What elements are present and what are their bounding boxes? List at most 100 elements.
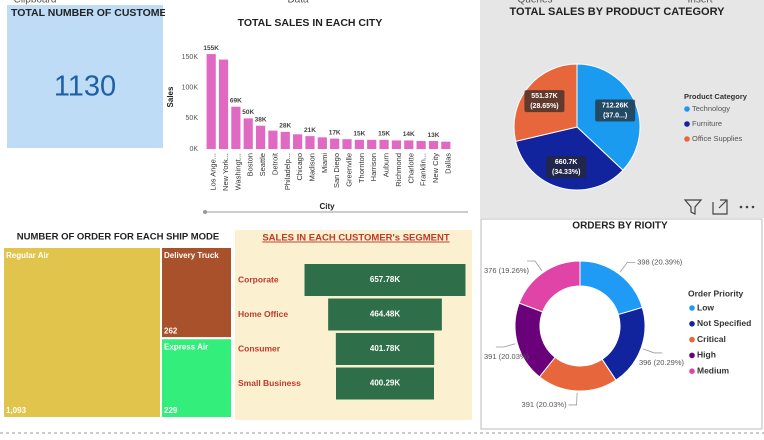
y-tick-label: 50K [186,115,199,122]
chart-title: ORDERS BY RIOITY [572,221,668,232]
data-label: 398 (20.39%) [637,258,683,267]
legend-title: Order Priority [688,288,744,298]
funnel-bar [335,333,435,365]
data-label: 391 (20.03%) [484,352,530,361]
bar [391,140,402,149]
more-options[interactable] [739,205,755,209]
legend-title: Product Category [684,92,748,101]
x-tick-label: Thornton [357,153,366,183]
legend-swatch [689,352,695,359]
data-label: 50K [242,109,254,116]
data-label: 376 (19.26%) [484,266,530,275]
bar [280,131,290,149]
funnel-bar [328,298,442,331]
bar [206,54,216,149]
legend-label: Medium [697,365,730,375]
treemap-tile [160,337,233,419]
bar [354,139,364,149]
donut-slice [518,260,581,313]
tile-label: Regular Air [6,251,49,260]
legend-swatch [689,336,695,343]
data-label: 21K [304,127,316,134]
data-label: 400.29K [370,379,400,388]
tile-value: 229 [164,406,178,415]
label-box [595,99,636,122]
tile-value: 262 [164,326,178,335]
tile-value: 1,093 [6,406,27,415]
data-label: 657.78K [370,275,400,284]
category-label: Consumer [238,343,281,353]
ribbon-label: Insert [687,0,712,6]
bar [255,125,266,149]
legend-swatch [689,368,695,375]
treemap-tile [160,246,233,340]
x-tick-label: Boston [246,153,255,176]
funnel-bar [304,264,466,296]
x-tick-label: Harrison [369,153,378,181]
bar [293,134,303,149]
chart-title: TOTAL SALES BY PRODUCT CATEGORY [510,6,726,18]
x-tick-label: New York... [221,153,230,191]
data-label: 69K [230,97,242,104]
bar [218,59,229,150]
legend-label: Critical [697,334,726,344]
card-title: TOTAL NUMBER OF CUSTOMERS [11,7,181,19]
data-label: 401.78K [370,344,400,353]
x-tick-label: Los Ange... [209,153,218,191]
leader-line [495,343,516,348]
x-tick-label: Dallas [443,153,452,174]
x-tick-label: Seattle [258,153,267,176]
data-label: 38K [255,116,267,123]
x-tick-label: Charlotte [406,153,415,183]
x-axis-label: City [319,202,335,211]
focus-icon[interactable] [712,199,728,215]
x-tick-label: San Diego [332,153,341,188]
data-label: 551.37K [531,93,557,100]
x-tick-label: Washingt... [233,153,242,190]
label-box [524,90,565,113]
x-tick-label: Detroit [270,152,279,175]
legend-label: Low [697,302,714,312]
x-tick-label: Franklin... [419,153,428,186]
legend-swatch [689,305,695,311]
data-label: 155K [203,45,219,52]
bar [330,138,340,149]
visual-header [683,199,755,215]
chart-title: NUMBER OF ORDER FOR EACH SHIP MODE [17,232,220,243]
bar [231,106,241,149]
x-tick-label: Miami [320,153,329,173]
y-tick-label: 150K [182,54,199,61]
filter-icon[interactable] [683,199,703,215]
chart-title: SALES IN EACH CUSTOMER's SEGMENT [262,233,450,244]
ribbon-label: Queries [517,0,552,6]
leader-line [619,262,636,273]
legend-swatch [684,136,690,142]
tile-label: Delivery Truck [164,251,219,260]
category-label: Small Business [238,378,301,388]
bar [243,118,253,149]
data-label: 14K [403,131,415,138]
x-tick-label: Auburn [382,153,391,177]
data-label: 13K [428,132,440,139]
ribbon-label: Data [287,0,309,6]
data-label: 396 (20.29%) [639,358,685,367]
x-tick-label: Chicago [295,153,304,181]
y-axis-label: Sales [166,86,175,107]
label-box [546,156,587,179]
legend-swatch [684,121,690,127]
category-label: Home Office [238,309,288,319]
legend-swatch [689,321,695,327]
chart-title: TOTAL SALES IN EACH CITY [238,17,383,29]
leader-line [568,392,578,406]
ribbon-label: Clipboard [14,0,57,6]
legend-swatch [684,106,690,112]
x-tick-label: Madison [307,153,316,181]
bar [305,136,315,149]
card-panel [7,5,163,148]
bar [379,139,389,149]
legend-label: Not Specified [697,318,751,328]
legend-label: Office Supplies [692,134,743,143]
data-label: 28K [279,123,291,130]
scrollbar-thumb [203,210,207,214]
